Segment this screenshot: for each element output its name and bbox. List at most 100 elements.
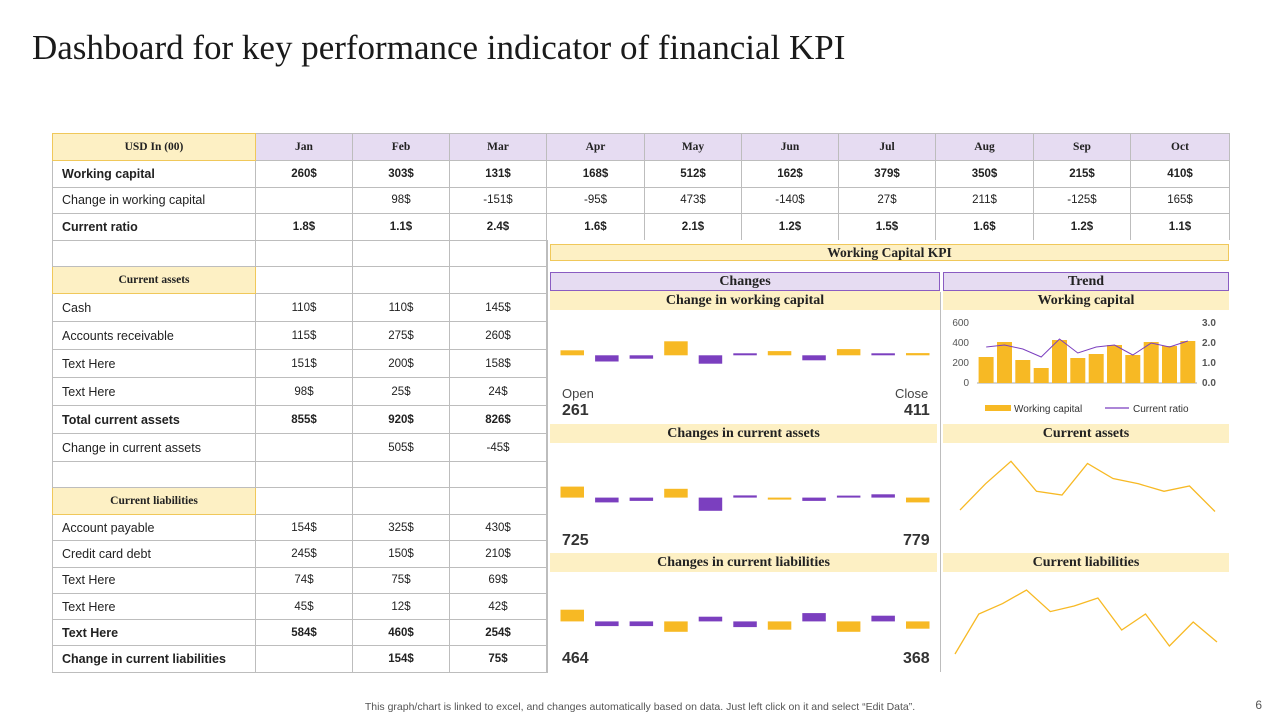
change-bar bbox=[698, 616, 723, 622]
change-bar bbox=[733, 495, 757, 498]
row-label: Text Here bbox=[52, 349, 256, 378]
change-bar bbox=[802, 355, 826, 361]
table-row: Account payable 154$ 325$ 430$ bbox=[52, 513, 1230, 542]
table-cell: 42$ bbox=[449, 592, 547, 621]
assets-trend-title: Current assets bbox=[943, 424, 1229, 443]
y-tick-label: 600 bbox=[952, 318, 969, 329]
working-capital-bar bbox=[1162, 346, 1177, 383]
change-bar bbox=[871, 615, 895, 622]
table-cell: 2.4$ bbox=[449, 213, 547, 241]
working-capital-bar bbox=[1143, 342, 1159, 383]
month-header-oct: Oct bbox=[1130, 133, 1230, 161]
legend-label-working-capital: Working capital bbox=[1014, 404, 1082, 415]
changes-header: Changes bbox=[550, 272, 940, 291]
working-capital-bar bbox=[1052, 340, 1067, 383]
assets-open-value: 725 bbox=[562, 532, 589, 549]
month-header-may: May bbox=[644, 133, 742, 161]
table-cell: 98$ bbox=[255, 377, 353, 406]
usd-header-cell: USD In (00) bbox=[52, 133, 256, 161]
table-cell: 211$ bbox=[935, 186, 1034, 214]
month-header-aug: Aug bbox=[935, 133, 1034, 161]
y-right-tick-label: 1.0 bbox=[1202, 358, 1216, 369]
current-liabilities-header: Current liabilities bbox=[52, 487, 256, 515]
table-cell: 473$ bbox=[644, 186, 742, 214]
table-cell: 512$ bbox=[644, 160, 742, 188]
change-bar bbox=[664, 488, 688, 498]
row-label: Working capital bbox=[52, 160, 256, 188]
trend-line bbox=[959, 460, 1216, 512]
table-cell: 131$ bbox=[449, 160, 547, 188]
table-row: Change in current liabilities 154$ 75$ bbox=[52, 645, 1230, 673]
working-capital-bar bbox=[1125, 355, 1141, 383]
table-cell: 1.5$ bbox=[838, 213, 936, 241]
working-capital-bar bbox=[1015, 360, 1031, 383]
month-header-feb: Feb bbox=[352, 133, 450, 161]
change-bar bbox=[664, 621, 688, 632]
change-bar bbox=[767, 497, 792, 500]
change-bar bbox=[560, 486, 584, 498]
table-row: Working capital 260$ 303$ 131$ 168$ 512$ 162$ 3… bbox=[52, 160, 1230, 188]
table-cell: 210$ bbox=[449, 540, 547, 568]
table-cell: 260$ bbox=[255, 160, 353, 188]
table-cell: 254$ bbox=[449, 619, 547, 647]
table-cell bbox=[449, 266, 547, 294]
current-assets-header: Current assets bbox=[52, 266, 256, 294]
wc-change-title: Change in working capital bbox=[550, 291, 940, 310]
change-bar bbox=[802, 497, 826, 501]
table-cell: 1.1$ bbox=[1130, 213, 1230, 241]
month-header-jun: Jun bbox=[741, 133, 839, 161]
row-label: Current ratio bbox=[52, 213, 256, 241]
month-header-apr: Apr bbox=[546, 133, 645, 161]
table-cell: 25$ bbox=[352, 377, 450, 406]
table-cell: 162$ bbox=[741, 160, 839, 188]
table-cell: 215$ bbox=[1033, 160, 1131, 188]
table-cell bbox=[449, 461, 547, 488]
change-bar bbox=[871, 494, 895, 498]
table-cell: 24$ bbox=[449, 377, 547, 406]
liab-close-value: 368 bbox=[903, 650, 930, 667]
table-cell bbox=[255, 186, 353, 214]
change-bar bbox=[698, 497, 723, 511]
table-cell: 98$ bbox=[352, 186, 450, 214]
wc-trend-title: Working capital bbox=[943, 291, 1229, 310]
change-bar bbox=[733, 353, 757, 356]
table-cell: 1.6$ bbox=[546, 213, 645, 241]
change-bar bbox=[595, 497, 619, 503]
table-cell: 260$ bbox=[449, 321, 547, 350]
working-capital-bar bbox=[997, 342, 1012, 383]
table-cell bbox=[255, 645, 353, 673]
trend-line bbox=[954, 589, 1218, 655]
liab-trend-title: Current liabilities bbox=[943, 553, 1229, 572]
liab-change-title: Changes in current liabilities bbox=[550, 553, 937, 572]
y-right-tick-label: 3.0 bbox=[1202, 318, 1216, 329]
table-cell: 410$ bbox=[1130, 160, 1230, 188]
y-tick-label: 400 bbox=[952, 338, 969, 349]
table-cell: 245$ bbox=[255, 540, 353, 568]
wc-close-value: 411 bbox=[904, 402, 930, 419]
table-cell: 920$ bbox=[352, 405, 450, 434]
liab-trend-chart bbox=[954, 589, 1218, 655]
change-bar bbox=[629, 497, 654, 501]
table-cell: 430$ bbox=[449, 513, 547, 542]
table-cell: 75$ bbox=[352, 566, 450, 594]
table-cell: 145$ bbox=[449, 293, 547, 322]
kpi-panel bbox=[547, 240, 1231, 673]
row-label: Accounts receivable bbox=[52, 321, 256, 350]
change-bar bbox=[733, 621, 757, 628]
table-cell: 154$ bbox=[255, 513, 353, 542]
change-bar bbox=[906, 621, 930, 629]
row-label: Text Here bbox=[52, 377, 256, 406]
table-row: Change in current assets 505$ -45$ bbox=[52, 433, 1230, 462]
change-bar bbox=[560, 350, 584, 356]
table-cell: 2.1$ bbox=[644, 213, 742, 241]
working-capital-bar bbox=[1107, 345, 1122, 383]
month-header-mar: Mar bbox=[449, 133, 547, 161]
row-label: Text Here bbox=[52, 592, 256, 621]
change-bar bbox=[767, 351, 792, 356]
table-cell bbox=[255, 266, 353, 294]
assets-change-title: Changes in current assets bbox=[550, 424, 937, 443]
table-cell: 154$ bbox=[352, 645, 450, 673]
change-bar bbox=[836, 495, 861, 498]
change-bar bbox=[767, 621, 792, 630]
y-tick-label: 0 bbox=[963, 378, 969, 389]
